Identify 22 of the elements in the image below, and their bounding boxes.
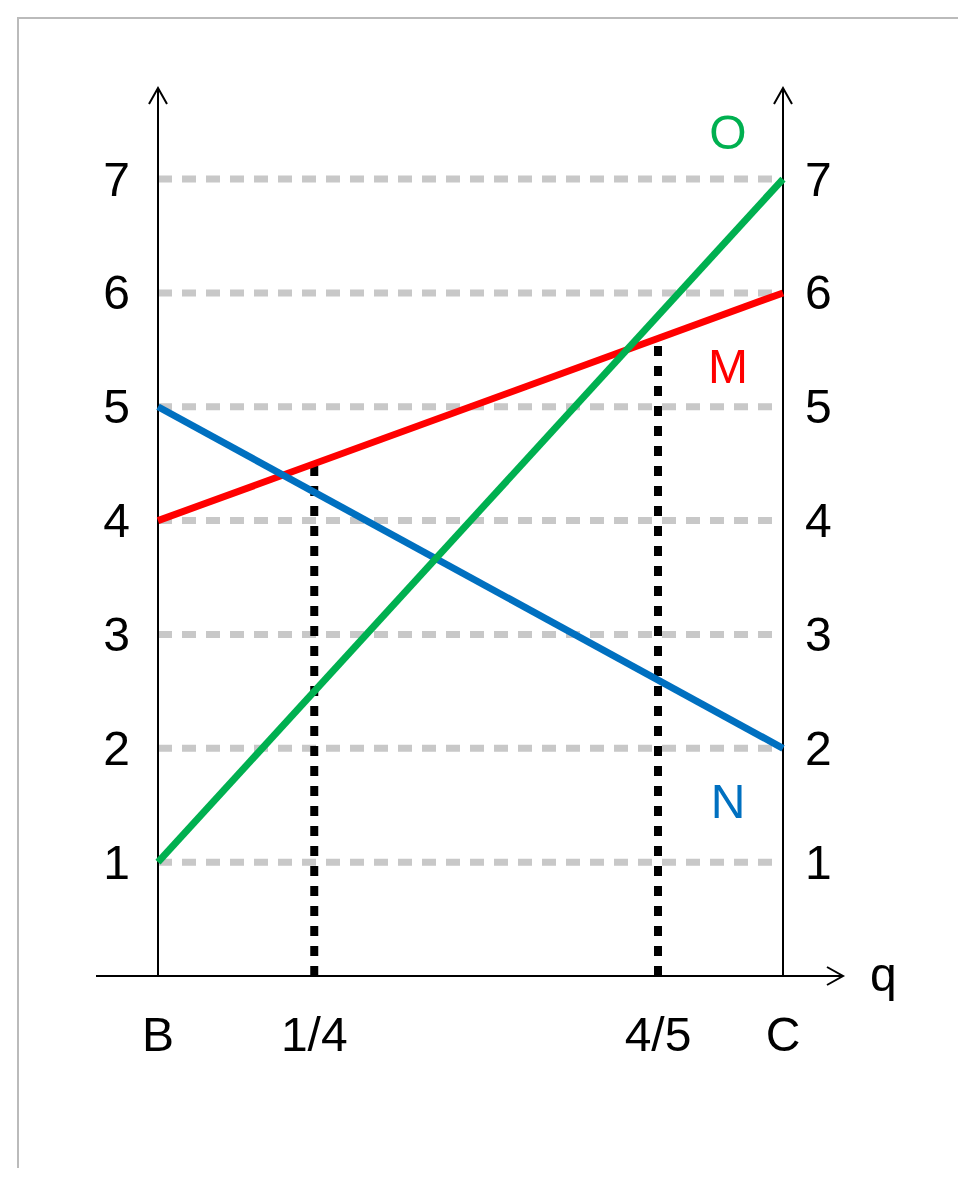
- x-tick-label: C: [765, 1008, 801, 1061]
- y-tick-label: 5: [103, 380, 130, 434]
- y2-tick-label: 5: [805, 380, 832, 434]
- x-tick-label: B: [141, 1008, 175, 1061]
- y-tick-label: 1: [103, 835, 130, 889]
- x-tick-label: 1/4: [280, 1008, 348, 1061]
- y-tick-label: 7: [103, 152, 130, 206]
- series-label: N: [710, 775, 746, 829]
- x-axis-title: q: [870, 948, 897, 1001]
- y-tick-label: 2: [103, 721, 130, 775]
- y-tick-label: 3: [103, 607, 130, 661]
- series-label: M: [708, 339, 748, 393]
- y2-tick-label: 2: [805, 721, 832, 775]
- y2-tick-label: 6: [805, 266, 832, 320]
- series-label: O: [709, 106, 747, 160]
- y2-tick-label: 7: [805, 152, 832, 206]
- y2-tick-label: 3: [805, 607, 832, 661]
- y-tick-label: 6: [103, 266, 130, 320]
- y2-tick-label: 1: [805, 835, 832, 889]
- x-tick-label: 4/5: [624, 1008, 692, 1061]
- y2-tick-label: 4: [805, 494, 832, 548]
- y-tick-label: 4: [103, 494, 130, 548]
